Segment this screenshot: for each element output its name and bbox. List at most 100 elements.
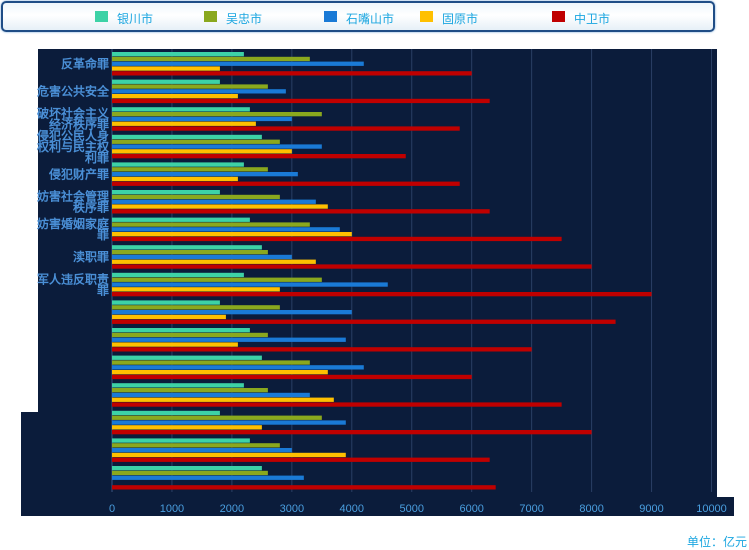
- bar: [112, 181, 460, 186]
- x-tick-label: 8000: [579, 503, 603, 515]
- legend-swatch: [324, 11, 337, 22]
- bar: [112, 374, 472, 380]
- category-label: 权利与民主权: [36, 139, 110, 154]
- bar: [112, 420, 346, 425]
- chart-legend: 银川市 吴忠市 石嘴山市 固原市 中卫市: [1, 1, 715, 32]
- x-tick-label: 3000: [280, 503, 304, 515]
- bar: [112, 134, 262, 140]
- legend-swatch: [420, 11, 433, 22]
- bar: [112, 232, 352, 237]
- bar: [112, 94, 238, 99]
- bar: [112, 415, 322, 420]
- bar: [112, 167, 268, 172]
- legend-label: 石嘴山市: [346, 12, 395, 26]
- x-tick-label: 5000: [400, 503, 424, 515]
- category-label: 危害公共安全: [36, 84, 110, 99]
- bar: [112, 250, 268, 255]
- bar: [112, 287, 280, 292]
- bar: [112, 144, 322, 149]
- bar: [112, 56, 310, 62]
- bar: [112, 89, 286, 94]
- category-label: 经济秩序罪: [49, 117, 109, 132]
- bar: [112, 430, 592, 435]
- bar: [112, 259, 316, 264]
- category-label: 军人违反职责: [37, 271, 109, 286]
- bar: [112, 392, 310, 398]
- unit-label: 单位：亿元: [686, 535, 747, 549]
- x-tick-label: 0: [109, 503, 115, 515]
- x-tick-label: 9000: [639, 503, 663, 515]
- bar: [112, 370, 328, 375]
- x-tick-label: 6000: [459, 503, 483, 515]
- bar: [112, 485, 496, 490]
- bar: [112, 84, 268, 89]
- bar: [112, 475, 304, 480]
- bar: [112, 176, 238, 182]
- category-label: 反革命罪: [61, 56, 109, 71]
- bar: [112, 310, 352, 315]
- bar: [112, 328, 250, 333]
- bar: [112, 300, 220, 305]
- bar: [112, 264, 592, 269]
- legend-label: 固原市: [442, 12, 479, 26]
- bar: [112, 227, 340, 232]
- bar: [112, 448, 292, 453]
- bar: [112, 337, 346, 342]
- bar: [112, 126, 460, 131]
- bar: [112, 443, 280, 448]
- bar: [112, 319, 616, 324]
- bar: [112, 457, 490, 462]
- bar: [112, 162, 244, 167]
- bar: [112, 98, 490, 104]
- legend-swatch: [552, 11, 565, 22]
- legend-label: 中卫市: [574, 12, 611, 26]
- bar: [112, 470, 268, 476]
- plot-background-bottom: [21, 497, 734, 516]
- category-label: 罪: [97, 283, 109, 297]
- bar: [112, 217, 250, 222]
- bar: [112, 360, 310, 365]
- bar: [112, 79, 220, 84]
- legend-swatch: [204, 11, 217, 22]
- bar: [112, 172, 298, 177]
- bar: [112, 272, 244, 278]
- bar: [112, 332, 268, 338]
- bar: [112, 466, 262, 471]
- x-tick-label: 2000: [220, 503, 244, 515]
- bar: [112, 347, 532, 352]
- bar: [112, 452, 346, 458]
- bar: [112, 204, 328, 209]
- bar: [112, 116, 292, 122]
- x-tick-label: 1000: [160, 503, 184, 515]
- bar: [112, 209, 490, 214]
- category-label: 罪: [97, 228, 109, 242]
- bar: [112, 314, 226, 320]
- bar: [112, 107, 250, 112]
- bar: [112, 52, 244, 57]
- category-label: 侵犯财产罪: [48, 166, 109, 181]
- category-label: 破坏社会主义: [37, 106, 110, 121]
- bar: [112, 66, 220, 71]
- bar: [112, 199, 316, 204]
- bar: [112, 365, 364, 370]
- bar: [112, 342, 238, 347]
- category-label: 妨害社会管理: [36, 189, 109, 204]
- bar: [112, 292, 652, 297]
- bar: [112, 190, 220, 195]
- bar: [112, 355, 262, 360]
- bar: [112, 61, 364, 66]
- plot-background-extension: [21, 412, 41, 516]
- category-label: 渎职罪: [73, 249, 109, 264]
- category-label: 妨害婚姻家庭: [36, 216, 109, 231]
- bar: [112, 388, 268, 393]
- bar: [112, 112, 322, 117]
- bar: [112, 154, 406, 159]
- bar: [112, 149, 292, 154]
- bar: [112, 71, 472, 76]
- bar: [112, 397, 334, 402]
- bar: [112, 194, 280, 200]
- bar: [112, 282, 388, 287]
- bar: [112, 425, 262, 430]
- bar: [112, 277, 322, 282]
